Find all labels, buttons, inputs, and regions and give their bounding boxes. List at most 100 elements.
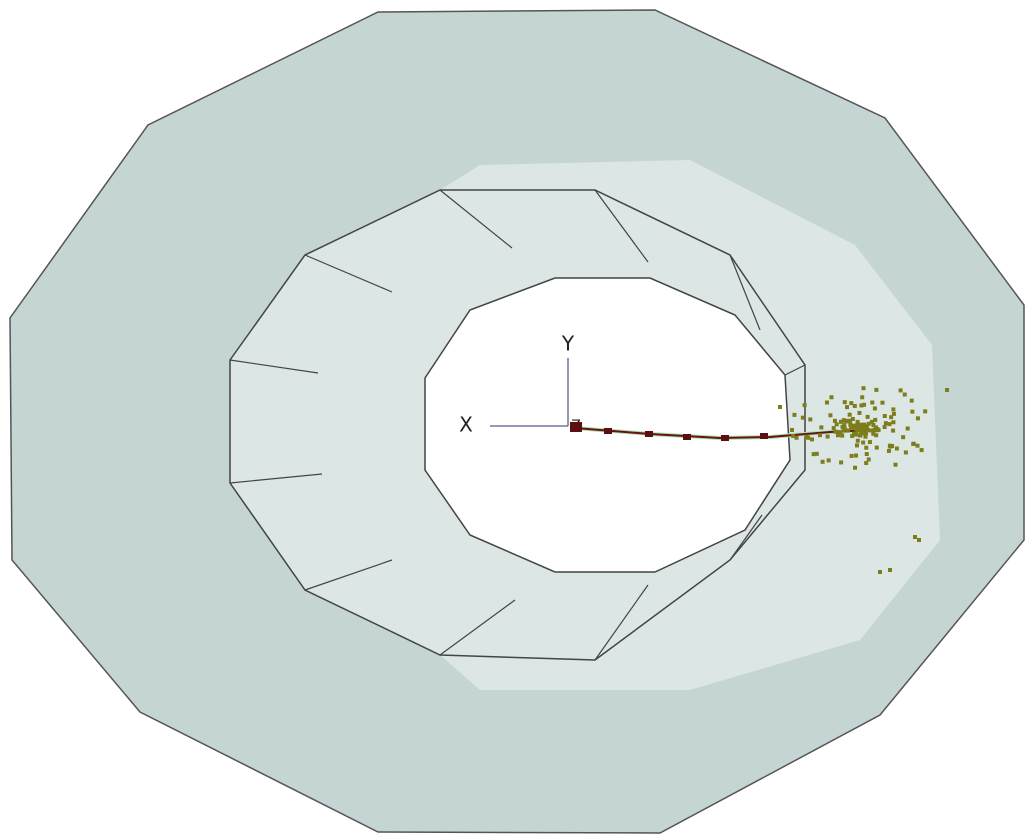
cluster-hit (866, 421, 871, 426)
cluster-hit (863, 434, 868, 439)
cluster-hit (811, 452, 816, 457)
cluster-hit (859, 403, 864, 408)
cluster-hit (861, 440, 866, 445)
cluster-hit (849, 453, 854, 458)
cluster-hit (871, 422, 876, 427)
cluster-hit (891, 428, 896, 433)
cluster-hit (887, 422, 892, 427)
cluster-hit (891, 411, 896, 416)
cluster-hit (852, 403, 857, 408)
cluster-hit (790, 428, 794, 432)
cluster-hit (819, 425, 824, 430)
cluster-hit (850, 434, 855, 439)
cluster-hit (825, 434, 830, 439)
cluster-hit (849, 425, 854, 430)
segment-line (729, 254, 761, 331)
cluster-hit (865, 426, 870, 431)
shower-cluster (778, 386, 949, 574)
inner-hole (424, 277, 791, 573)
cluster-hit (867, 440, 872, 445)
cluster-hit (834, 422, 839, 427)
cluster-hit (903, 450, 908, 455)
cluster-hit (848, 422, 853, 427)
cluster-hit (855, 438, 860, 443)
cluster-hit (874, 433, 879, 438)
cluster-hit (840, 424, 845, 429)
cluster-hit (841, 428, 846, 433)
cluster-hit (857, 433, 862, 438)
cluster-hit (888, 568, 892, 572)
cluster-hit (887, 443, 892, 448)
cluster-hit (872, 406, 877, 411)
cluster-hit (862, 426, 867, 431)
cluster-hit (778, 405, 782, 409)
segment-line (229, 473, 323, 484)
cluster-hit (913, 535, 917, 539)
cluster-hit (842, 400, 847, 405)
cluster-hit (860, 395, 865, 400)
segment-line (304, 254, 393, 293)
cluster-hit (814, 451, 819, 456)
cluster-hit (875, 427, 880, 432)
cluster-hit (845, 405, 850, 410)
cluster-hit (842, 426, 847, 431)
segment-line (439, 189, 513, 249)
cluster-hit (874, 387, 879, 392)
hit (721, 435, 729, 441)
cluster-hit (802, 403, 807, 408)
cluster-hit (854, 453, 859, 458)
cluster-hit (901, 435, 906, 440)
cluster-hit (878, 570, 882, 574)
cluster-hit (860, 425, 865, 430)
cluster-hit (894, 446, 899, 451)
cluster-hit (919, 448, 924, 453)
cluster-hit (905, 426, 910, 431)
y-axis-label: Y (561, 332, 575, 356)
cluster-hit (866, 457, 871, 462)
segment-line (784, 364, 806, 376)
cluster-hit (864, 461, 869, 466)
cluster-hit (882, 414, 887, 419)
ring-segments (229, 189, 806, 661)
cluster-hit (800, 415, 805, 420)
cluster-hit (849, 401, 854, 406)
cluster-hit (857, 410, 862, 415)
cluster-hit (840, 433, 845, 438)
cluster-hit (873, 417, 878, 422)
cluster-hit (794, 435, 799, 440)
cluster-hit (874, 445, 879, 450)
cluster-hit (860, 429, 865, 434)
segment-line (439, 599, 516, 656)
cluster-hit (855, 419, 860, 424)
cluster-hit (846, 428, 851, 433)
axes (490, 358, 569, 427)
cluster-hit (869, 419, 874, 424)
cluster-hit (923, 409, 928, 414)
cluster-hit (817, 433, 822, 438)
cluster-hit (833, 429, 838, 434)
cluster-hit (838, 430, 843, 435)
hit (570, 422, 582, 432)
cluster-hit (850, 416, 855, 421)
cluster-hit (838, 419, 843, 424)
x-axis-label: X (459, 413, 473, 437)
cluster-hit (853, 465, 858, 470)
cluster-hit (791, 433, 796, 438)
cluster-hit (862, 402, 867, 407)
cluster-hit (865, 414, 870, 419)
cluster-hit (891, 420, 896, 425)
cluster-hit (893, 462, 898, 467)
cluster-hit (909, 398, 914, 403)
cluster-hit (870, 400, 875, 405)
cluster-hit (886, 448, 891, 453)
cluster-hit (871, 431, 876, 436)
cluster-hit (854, 443, 859, 448)
cluster-hit (945, 388, 949, 392)
cluster-hit (824, 400, 829, 405)
cluster-hit (889, 415, 894, 420)
cluster-hit (915, 416, 920, 421)
cluster-hit (880, 400, 885, 405)
cluster-hit (806, 435, 811, 440)
cluster-hit (882, 425, 887, 430)
